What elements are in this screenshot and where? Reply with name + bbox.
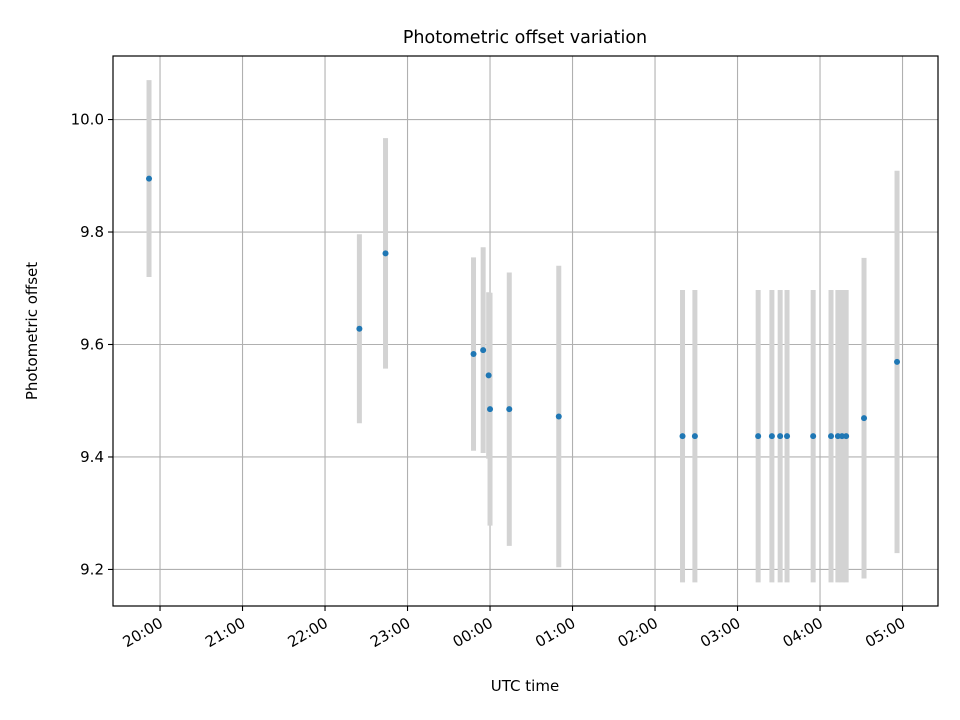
data-point (146, 175, 153, 182)
chart-title: Photometric offset variation (403, 28, 647, 48)
data-point (506, 406, 513, 413)
data-point (828, 433, 835, 440)
data-point (470, 351, 477, 358)
data-point (691, 433, 698, 440)
y-tick-label: 9.8 (80, 223, 104, 241)
plot-frame (112, 55, 939, 607)
data-point (356, 325, 363, 332)
data-point (784, 433, 791, 440)
x-axis-title: UTC time (491, 677, 559, 695)
data-points (146, 175, 901, 440)
data-point (679, 433, 686, 440)
data-point (768, 433, 775, 440)
y-tick-label: 9.6 (80, 335, 104, 353)
data-point (485, 372, 492, 379)
y-tick-label: 9.2 (80, 560, 104, 578)
data-point (777, 433, 784, 440)
data-point (382, 250, 389, 257)
y-axis-ticks: 9.2 9.4 9.6 9.8 10.0 (71, 111, 113, 578)
data-point (861, 415, 868, 422)
data-point (810, 433, 817, 440)
data-point (843, 433, 850, 440)
y-axis-title: Photometric offset (23, 262, 41, 400)
data-point (834, 433, 841, 440)
y-tick-label: 10.0 (71, 111, 104, 129)
y-tick-label: 9.4 (80, 448, 104, 466)
data-point (755, 433, 762, 440)
data-point (480, 347, 487, 354)
data-point (487, 406, 494, 413)
data-point (555, 413, 562, 420)
data-point (839, 433, 846, 440)
data-point (894, 358, 901, 365)
